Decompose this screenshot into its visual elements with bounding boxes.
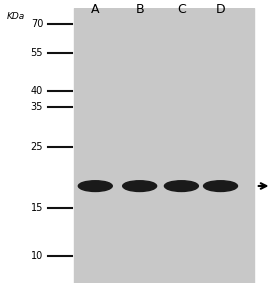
Ellipse shape xyxy=(204,181,237,191)
Text: 70: 70 xyxy=(31,19,43,29)
Text: 35: 35 xyxy=(31,102,43,112)
Text: A: A xyxy=(91,3,99,16)
Text: 55: 55 xyxy=(31,48,43,58)
Bar xyxy=(75,8,254,283)
Text: KDa: KDa xyxy=(7,12,25,21)
Text: B: B xyxy=(135,3,144,16)
Text: 10: 10 xyxy=(31,251,43,261)
Text: C: C xyxy=(177,3,186,16)
Text: D: D xyxy=(216,3,225,16)
Ellipse shape xyxy=(78,181,112,191)
Text: 15: 15 xyxy=(31,203,43,213)
Ellipse shape xyxy=(164,181,198,191)
Text: 40: 40 xyxy=(31,86,43,96)
Ellipse shape xyxy=(123,181,157,191)
Text: 25: 25 xyxy=(31,142,43,152)
